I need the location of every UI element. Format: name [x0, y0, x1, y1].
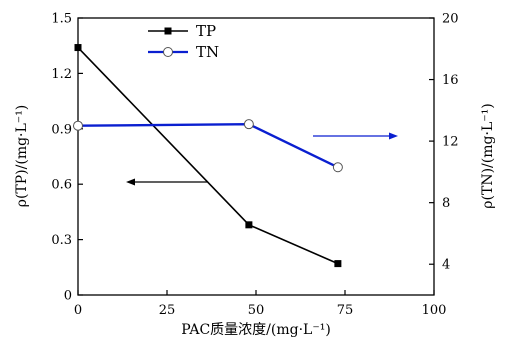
x-tick-label: 0: [74, 303, 82, 318]
plot-frame: [77, 17, 435, 296]
legend-item-tn: TN: [148, 43, 219, 61]
y-left-tick-label: 0.3: [51, 233, 72, 248]
annotation-arrow-left-head: [126, 178, 135, 186]
y-left-tick-label: 1.2: [51, 67, 72, 82]
legend-tp-label: TP: [196, 22, 216, 40]
series-tp-point: [74, 44, 82, 52]
x-tick-label: 50: [248, 303, 265, 318]
x-tick-label: 100: [422, 303, 447, 318]
legend-item-tp: TP: [148, 22, 216, 40]
series-tn-line: [77, 122, 339, 169]
series-tp-point: [245, 221, 253, 229]
series-tn-point: [73, 120, 83, 131]
y-right-tick-label: 8: [442, 196, 450, 211]
legend: TP TN: [148, 22, 219, 61]
y-left-tick-label: 0: [64, 289, 72, 304]
y-left-tick-label: 0.6: [51, 178, 72, 193]
series-tn-point: [243, 119, 254, 130]
y-right-tick-label: 20: [442, 12, 459, 27]
ticks-layer: 0 25 50 75 100 0 0.3 0.6 0.9 1.2 1.5 4 8 12 16 20: [51, 12, 458, 319]
legend-tn-label: TN: [196, 43, 219, 61]
annotation-layer: [126, 132, 398, 186]
series-tp-point: [334, 260, 342, 268]
y-left-axis-label: ρ(TP)/(mg·L⁻¹): [14, 105, 30, 208]
series-tp-line: [77, 46, 339, 265]
x-tick-label: 75: [337, 303, 354, 318]
x-axis-label: PAC质量浓度/(mg·L⁻¹): [181, 322, 331, 338]
y-right-tick-label: 12: [442, 135, 459, 150]
legend-tn-marker: [163, 47, 173, 57]
annotation-arrow-right-head: [389, 132, 398, 140]
x-tick-label: 25: [159, 303, 176, 318]
y-right-axis-label: ρ(TN)/(mg·L⁻¹): [480, 103, 496, 208]
legend-tp-marker: [164, 27, 172, 35]
y-right-tick-label: 16: [442, 73, 459, 88]
y-left-tick-label: 1.5: [51, 12, 72, 27]
y-right-tick-label: 4: [442, 258, 450, 273]
y-left-tick-label: 0.9: [51, 122, 72, 137]
series-tn-point: [332, 162, 343, 173]
series-layer: [73, 44, 343, 268]
